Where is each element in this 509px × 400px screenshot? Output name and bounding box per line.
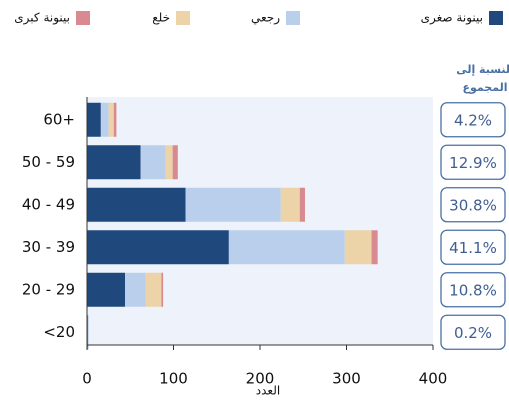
bar-segment [161,272,164,307]
bar-segment [185,187,281,222]
y-tick-label: 20 - 29 [22,280,75,298]
bar-segment [87,187,186,222]
y-tick-label: 40 - 49 [22,195,75,213]
x-tick-label: 300 [332,370,361,388]
bar-segment [228,230,345,265]
legend-swatch [76,11,90,25]
bar-segment [87,145,141,180]
bar-segment [172,145,178,180]
bar-segment [87,272,126,307]
share-label: 4.2% [454,111,492,129]
bar-segment [145,272,162,307]
y-tick-label: 50 - 59 [22,153,75,171]
x-tick-label: 200 [246,370,275,388]
share-label: 10.8% [449,281,497,299]
share-label: 0.2% [454,324,492,342]
legend-label: بينونة صغرى [421,11,483,26]
share-box [440,187,506,223]
bar-segment [100,102,109,137]
bar-segment [87,315,89,350]
share-box [440,144,506,180]
share-title: المجموع [463,81,508,94]
bar-segment [140,145,166,180]
bar-segment [108,102,114,137]
bar-segment [280,187,300,222]
share-box [440,229,506,265]
share-label: 41.1% [449,239,497,257]
bar-segment [87,102,101,137]
x-tick-label: 400 [419,370,448,388]
legend-label: بينونة كبرى [14,11,70,26]
x-axis-label: العدد [256,384,280,398]
legend-swatch [176,11,190,25]
legend-swatch [489,11,503,25]
y-tick-label: 60+ [43,110,75,128]
share-title: النسبة إلى [456,63,509,76]
x-tick-label: 0 [82,370,92,388]
y-tick-label: 30 - 39 [22,238,75,256]
share-box [440,102,506,138]
bar-segment [125,272,146,307]
y-tick-label: <20 [43,323,75,341]
bar-segment [299,187,305,222]
bar-segment [87,230,229,265]
share-label: 30.8% [449,196,497,214]
legend-label: خلع [152,11,170,25]
x-tick-label: 100 [159,370,188,388]
share-box [440,314,506,350]
legend-swatch [286,11,300,25]
legend-label: رجعي [251,11,280,26]
share-label: 12.9% [449,154,497,172]
bar-segment [371,230,378,265]
bar-segment [113,102,117,137]
bar-segment [344,230,372,265]
share-box [440,272,506,308]
bar-segment [165,145,173,180]
